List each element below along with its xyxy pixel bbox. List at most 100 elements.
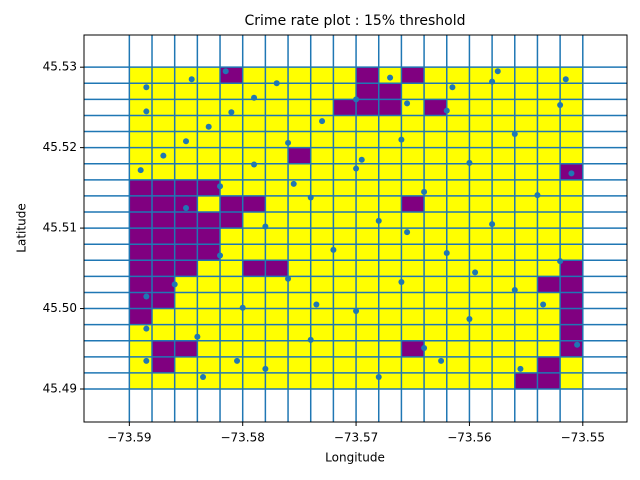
grid-cell (492, 276, 515, 293)
grid-cell (310, 212, 334, 229)
grid-cell (514, 115, 538, 132)
grid-cell (174, 115, 198, 132)
grid-cell (242, 372, 266, 390)
grid-cell (310, 228, 334, 245)
grid-cell (446, 340, 470, 357)
grid-cell (446, 244, 470, 261)
grid-cell (288, 244, 311, 261)
grid-cell (242, 67, 266, 84)
data-point (217, 252, 224, 259)
grid-cell (469, 83, 493, 100)
grid-cell (174, 99, 198, 116)
grid-cell (333, 340, 357, 357)
grid-cell (242, 308, 266, 325)
grid-cell (242, 228, 266, 245)
data-point (194, 333, 201, 340)
grid-cell (265, 356, 289, 373)
grid-cell (356, 228, 379, 245)
grid-cell (333, 244, 357, 261)
grid-cell (356, 115, 379, 132)
data-point (443, 107, 450, 114)
grid-cell (446, 372, 470, 390)
grid-cell (424, 228, 447, 245)
grid-cell (469, 195, 493, 213)
x-axis-label: Longitude (325, 451, 385, 465)
grid-cell (152, 372, 175, 390)
grid-cell (424, 163, 447, 180)
data-point (358, 156, 365, 163)
grid-cell (401, 163, 425, 180)
data-point (375, 217, 382, 224)
x-tick-label: −73.56 (447, 431, 491, 445)
grid-cell (288, 260, 311, 277)
grid-cell (356, 292, 379, 309)
grid-cell (129, 147, 153, 164)
grid-cell (401, 324, 425, 341)
data-point (375, 373, 382, 380)
y-tick-label: 45.52 (43, 140, 77, 154)
grid-cell (220, 276, 243, 293)
grid-cell (333, 195, 357, 213)
grid-cell (174, 276, 198, 293)
grid-cell (401, 67, 425, 84)
grid-cell (492, 260, 515, 277)
grid-cell (537, 228, 561, 245)
grid-cell (174, 244, 198, 261)
grid-cell (197, 212, 221, 229)
grid-cell (197, 260, 221, 277)
grid-cell (560, 372, 583, 390)
grid-cell (401, 131, 425, 148)
grid-cell (378, 195, 402, 213)
grid-cell (401, 147, 425, 164)
grid-cell (242, 260, 266, 277)
data-point (330, 246, 337, 253)
grid-cell (242, 179, 266, 196)
data-point (251, 161, 258, 168)
grid-cell (492, 179, 515, 196)
grid-cell (265, 228, 289, 245)
grid-cell (310, 67, 334, 84)
y-tick-label: 45.53 (43, 60, 77, 74)
grid-cell (197, 356, 221, 373)
grid-cell (220, 83, 243, 100)
grid-cell (378, 324, 402, 341)
grid-cell (378, 292, 402, 309)
grid-cell (424, 292, 447, 309)
data-point (200, 373, 207, 380)
grid-cell (242, 212, 266, 229)
grid-cell (356, 308, 379, 325)
grid-cell (197, 195, 221, 213)
grid-cell (174, 260, 198, 277)
grid-cell (560, 195, 583, 213)
grid-cell (220, 115, 243, 132)
grid-cell (152, 324, 175, 341)
grid-cell (152, 292, 175, 309)
data-point (557, 258, 564, 265)
grid-cell (220, 340, 243, 357)
grid-cell (356, 67, 379, 84)
grid-cell (424, 276, 447, 293)
grid-cell (265, 131, 289, 148)
grid-cell (537, 179, 561, 196)
grid-cell (265, 67, 289, 84)
data-point (404, 229, 411, 236)
grid-cell (152, 83, 175, 100)
grid-cell (424, 67, 447, 84)
grid-cell (242, 131, 266, 148)
grid-cell (333, 179, 357, 196)
grid-cell (378, 308, 402, 325)
grid-cell (514, 163, 538, 180)
data-point (262, 365, 269, 372)
grid-cell (446, 308, 470, 325)
grid-cell (469, 163, 493, 180)
data-point (494, 68, 501, 75)
grid-cell (514, 244, 538, 261)
grid-cell (401, 340, 425, 357)
grid-cell (288, 195, 311, 213)
data-point (217, 183, 224, 190)
grid-cell (560, 260, 583, 277)
y-tick-label: 45.50 (43, 301, 77, 315)
grid-cell (265, 292, 289, 309)
grid-cell (424, 308, 447, 325)
grid-cell (288, 147, 311, 164)
